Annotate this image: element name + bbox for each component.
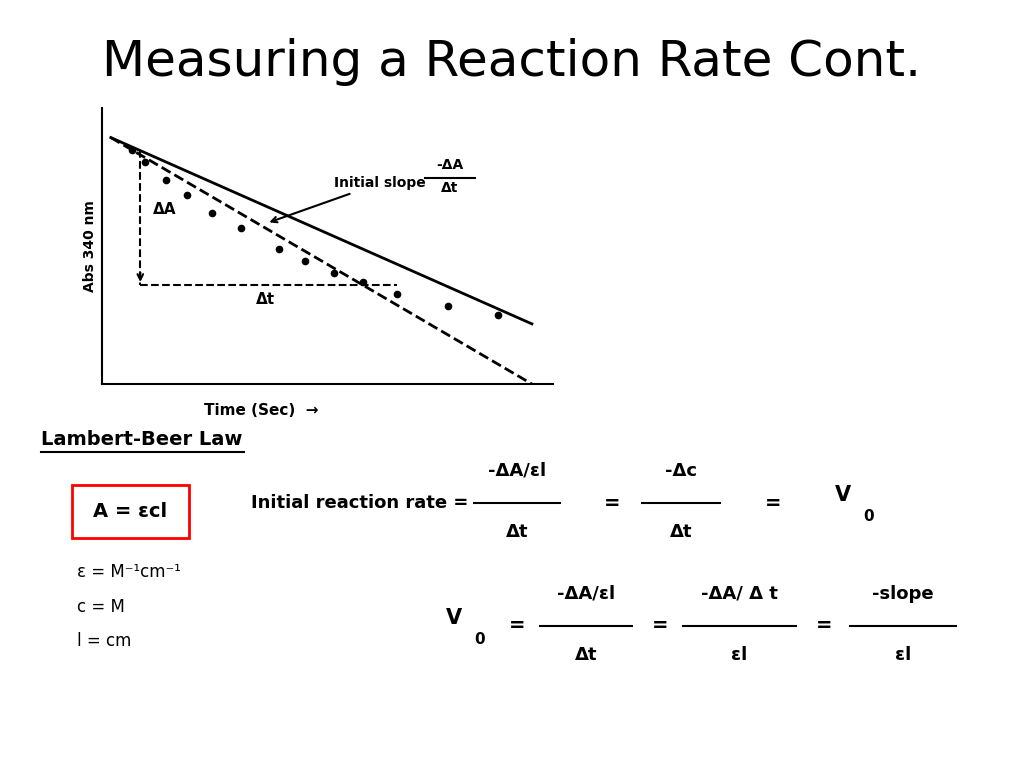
Text: 0: 0 <box>863 509 873 525</box>
Text: Δt: Δt <box>441 180 459 194</box>
Text: εl: εl <box>731 646 748 664</box>
Text: Δt: Δt <box>256 293 275 307</box>
Text: V: V <box>445 608 462 628</box>
Text: Δt: Δt <box>670 523 692 541</box>
Text: V: V <box>835 485 851 505</box>
Text: Δt: Δt <box>506 523 528 541</box>
Text: A = εcl: A = εcl <box>93 502 167 521</box>
Text: -slope: -slope <box>872 584 934 603</box>
Text: Δt: Δt <box>574 646 597 664</box>
Text: ε = M⁻¹cm⁻¹: ε = M⁻¹cm⁻¹ <box>77 563 180 581</box>
Text: Measuring a Reaction Rate Cont.: Measuring a Reaction Rate Cont. <box>102 38 922 87</box>
Text: l = cm: l = cm <box>77 632 131 650</box>
Text: Time (Sec)  →: Time (Sec) → <box>204 403 318 419</box>
Text: =: = <box>816 617 833 635</box>
Text: c = M: c = M <box>77 598 125 616</box>
Text: Initial reaction rate =: Initial reaction rate = <box>251 494 468 512</box>
Text: Lambert-Beer Law: Lambert-Beer Law <box>41 430 243 449</box>
Text: -ΔA/ Δ t: -ΔA/ Δ t <box>700 584 778 603</box>
Text: =: = <box>509 617 525 635</box>
Text: =: = <box>765 494 781 512</box>
FancyBboxPatch shape <box>72 485 189 538</box>
Text: -ΔA: -ΔA <box>436 158 464 172</box>
Text: =: = <box>604 494 621 512</box>
Text: Initial slope: Initial slope <box>271 176 426 222</box>
Y-axis label: Abs 340 nm: Abs 340 nm <box>83 200 97 292</box>
Text: -Δc: -Δc <box>665 462 697 480</box>
Text: -ΔA/εl: -ΔA/εl <box>488 462 546 480</box>
Text: ΔA: ΔA <box>153 202 176 217</box>
Text: =: = <box>652 617 669 635</box>
Text: 0: 0 <box>474 632 484 647</box>
Text: εl: εl <box>895 646 911 664</box>
Text: -ΔA/εl: -ΔA/εl <box>557 584 614 603</box>
